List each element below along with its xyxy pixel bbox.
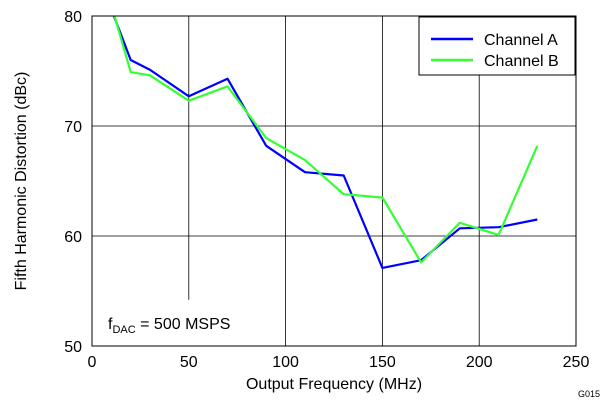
series-line-channel-b bbox=[113, 16, 539, 264]
figure-id: G015 bbox=[578, 389, 600, 399]
plot-frame bbox=[91, 15, 577, 347]
annotation-prefix: f bbox=[108, 316, 113, 333]
legend: Channel A Channel B bbox=[418, 16, 576, 76]
y-tick-label: 60 bbox=[64, 229, 82, 246]
annotation-background bbox=[103, 309, 250, 335]
y-tick-label: 70 bbox=[64, 119, 82, 136]
y-axis-label: Fifth Harmonic Distortion (dBc) bbox=[13, 72, 30, 291]
y-tick-label: 50 bbox=[64, 339, 82, 356]
x-axis-label: Output Frequency (MHz) bbox=[246, 376, 422, 393]
annotation-text: fDAC = 500 MSPS bbox=[108, 316, 230, 336]
legend-label-channel-b: Channel B bbox=[484, 53, 559, 70]
annotation-suffix: = 500 MSPS bbox=[136, 316, 231, 333]
x-tick-label: 100 bbox=[272, 354, 299, 371]
x-tick-label: 0 bbox=[88, 354, 97, 371]
y-tick-labels: 50 60 70 80 bbox=[64, 9, 82, 356]
series-line-channel-a bbox=[112, 16, 538, 269]
legend-label-channel-a: Channel A bbox=[484, 32, 558, 49]
legend-box bbox=[418, 16, 576, 76]
x-tick-label: 250 bbox=[563, 354, 590, 371]
annotation-subscript: DAC bbox=[112, 324, 135, 336]
x-tick-label: 50 bbox=[180, 354, 198, 371]
x-tick-label: 150 bbox=[369, 354, 396, 371]
x-tick-labels: 0 50 100 150 200 250 bbox=[88, 354, 590, 371]
y-tick-label: 80 bbox=[64, 9, 82, 26]
series-lines bbox=[112, 16, 539, 269]
x-tick-label: 200 bbox=[466, 354, 493, 371]
